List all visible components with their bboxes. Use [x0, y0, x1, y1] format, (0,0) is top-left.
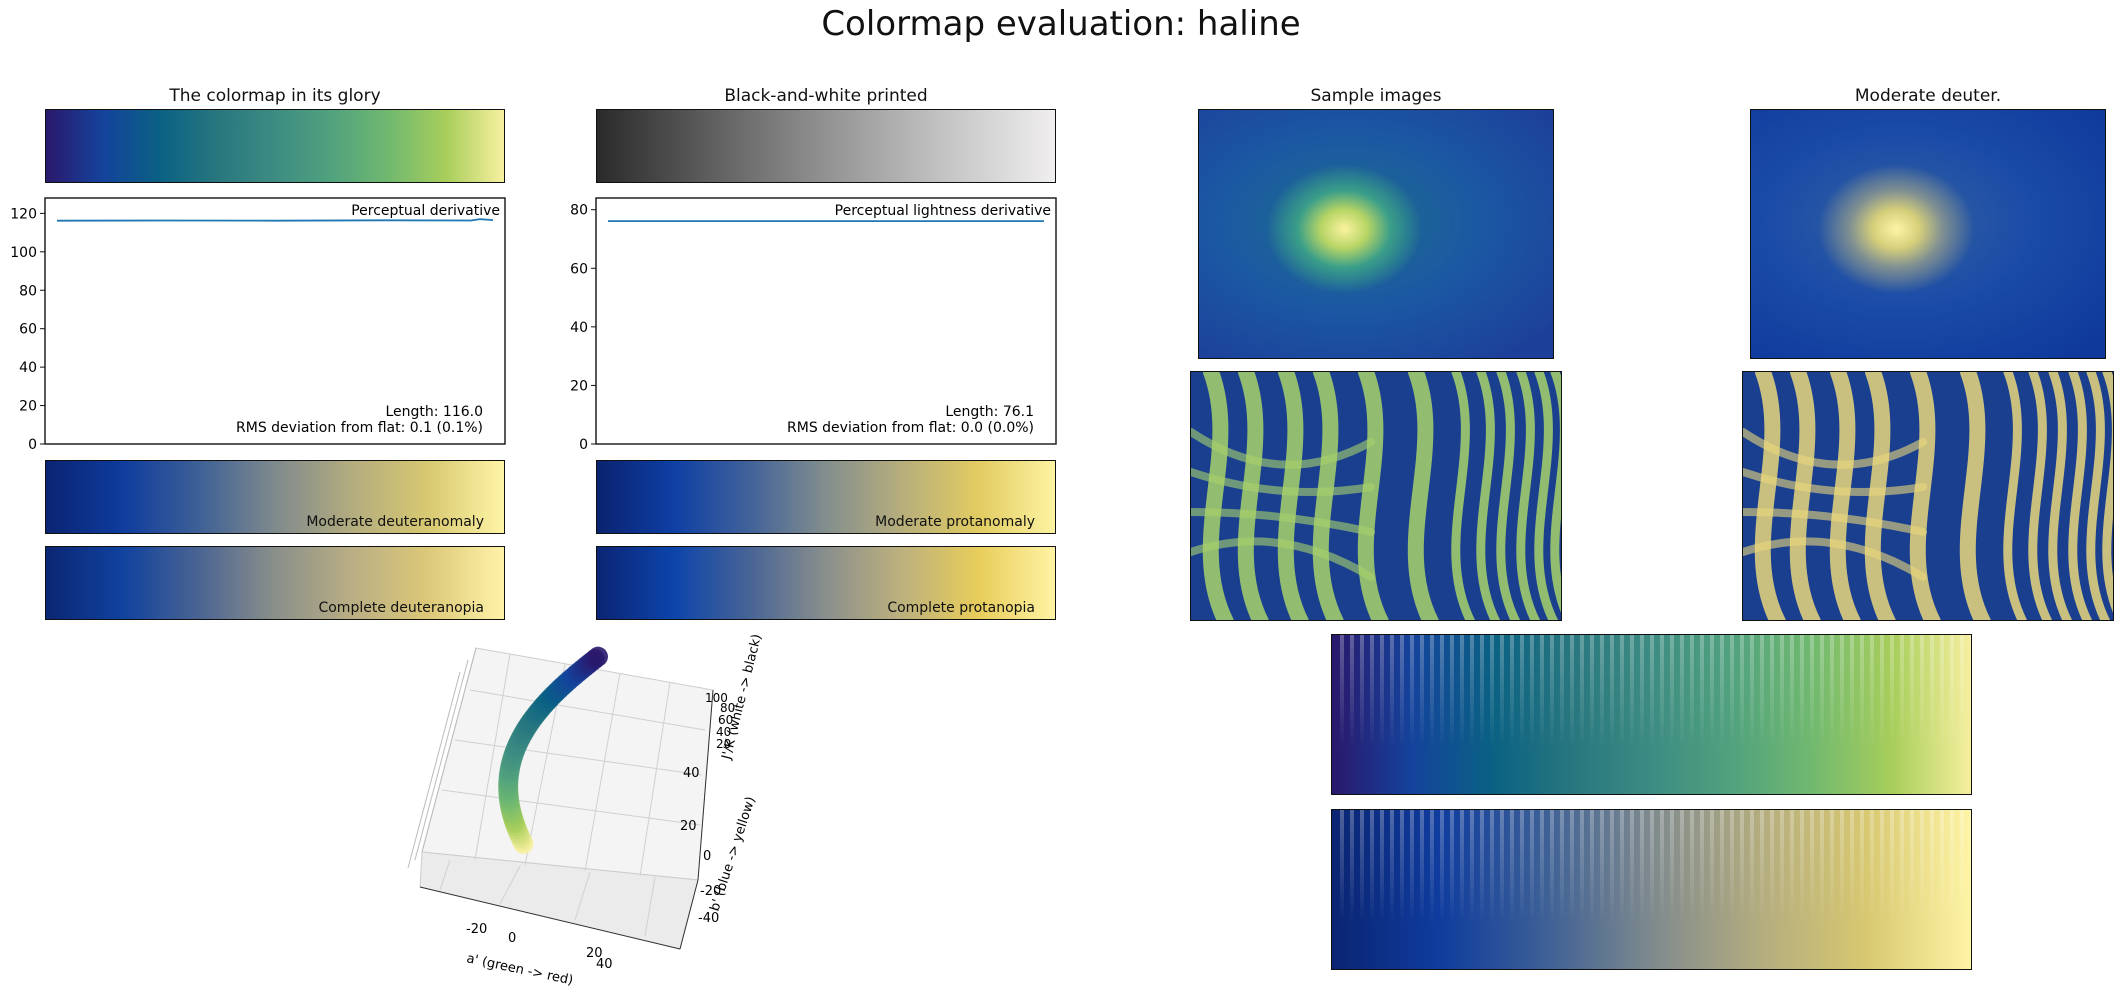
- panel-title-bw: Black-and-white printed: [724, 86, 928, 106]
- y-tick-label: 20: [19, 399, 37, 415]
- y-tick-label: 80: [19, 283, 37, 299]
- z-tick: 20: [716, 737, 731, 751]
- sample-image-waves-deuter: [1742, 371, 2114, 621]
- x-tick: 40: [596, 957, 613, 972]
- panel-title-samples: Sample images: [1310, 86, 1442, 106]
- y-tick: 20: [680, 819, 697, 834]
- panel-title-deuter: Moderate deuter.: [1854, 86, 2002, 106]
- sample-image-waves: [1190, 371, 1562, 621]
- derivative-line: [56, 218, 494, 222]
- colormap-bar: [45, 109, 505, 183]
- y-tick: -40: [698, 911, 719, 926]
- x-axis-label: a' (green -> red): [465, 951, 574, 988]
- perceptual-derivative-chart: 0 20 40 60 80 100 120 Perceptual derivative Leng…: [10, 197, 506, 453]
- y-tick-label: 0: [28, 437, 37, 453]
- deuteranomaly-label: Moderate deuteranomaly: [306, 514, 484, 530]
- x-tick: 0: [508, 931, 516, 946]
- protanopia-label: Complete protanopia: [887, 600, 1035, 616]
- deuteranopia-bar: Complete deuteranopia: [45, 546, 505, 620]
- length-annotation: Length: 116.0: [385, 404, 483, 420]
- cam02-ucs-3d-plot: -20 0 20 40 a' (green -> red) -40 -20 0 …: [407, 633, 765, 988]
- sample-image-elevation-deuter: [1750, 109, 2106, 359]
- z-tick: 80: [720, 701, 735, 715]
- z-tick: 100: [705, 691, 728, 705]
- derivative-chart-title: Perceptual lightness derivative: [835, 203, 1051, 219]
- sample-image-gradient-stripes-deuter: [1331, 809, 1972, 970]
- x-tick: -20: [466, 922, 487, 937]
- z-tick: 40: [716, 725, 731, 739]
- sample-image-gradient-stripes: [1331, 634, 1972, 795]
- protanomaly-bar: Moderate protanomaly: [596, 460, 1056, 534]
- y-tick-label: 60: [19, 322, 37, 338]
- y-tick: 0: [703, 849, 711, 864]
- protanomaly-label: Moderate protanomaly: [875, 514, 1035, 530]
- rms-annotation: RMS deviation from flat: 0.0 (0.0%): [787, 420, 1034, 436]
- deuteranopia-label: Complete deuteranopia: [318, 600, 484, 616]
- y-axis-label: b' (blue -> yellow): [708, 795, 759, 913]
- lightness-derivative-chart: 0 20 40 60 80 Perceptual lightness derivative…: [570, 197, 1057, 453]
- y-tick: -20: [700, 884, 721, 899]
- length-annotation: Length: 76.1: [945, 404, 1034, 420]
- x-tick: 20: [586, 946, 603, 961]
- panel-title-glory: The colormap in its glory: [169, 86, 381, 106]
- rms-annotation: RMS deviation from flat: 0.1 (0.1%): [236, 420, 483, 436]
- y-tick-label: 40: [19, 360, 37, 376]
- y-tick-label: 80: [570, 203, 588, 219]
- y-tick: 40: [683, 766, 700, 781]
- y-tick-label: 20: [570, 378, 588, 394]
- deuteranomaly-bar: Moderate deuteranomaly: [45, 460, 505, 534]
- y-tick-label: 0: [579, 437, 588, 453]
- grayscale-bar: [596, 109, 1056, 183]
- figure-title: Colormap evaluation: haline: [821, 4, 1301, 44]
- y-tick-label: 120: [10, 206, 37, 222]
- sample-image-elevation: [1198, 109, 1554, 359]
- derivative-chart-title: Perceptual derivative: [351, 203, 500, 219]
- y-tick-label: 60: [570, 261, 588, 277]
- z-tick: 60: [718, 713, 733, 727]
- y-tick-label: 100: [10, 245, 37, 261]
- y-tick-label: 40: [570, 320, 588, 336]
- protanopia-bar: Complete protanopia: [596, 546, 1056, 620]
